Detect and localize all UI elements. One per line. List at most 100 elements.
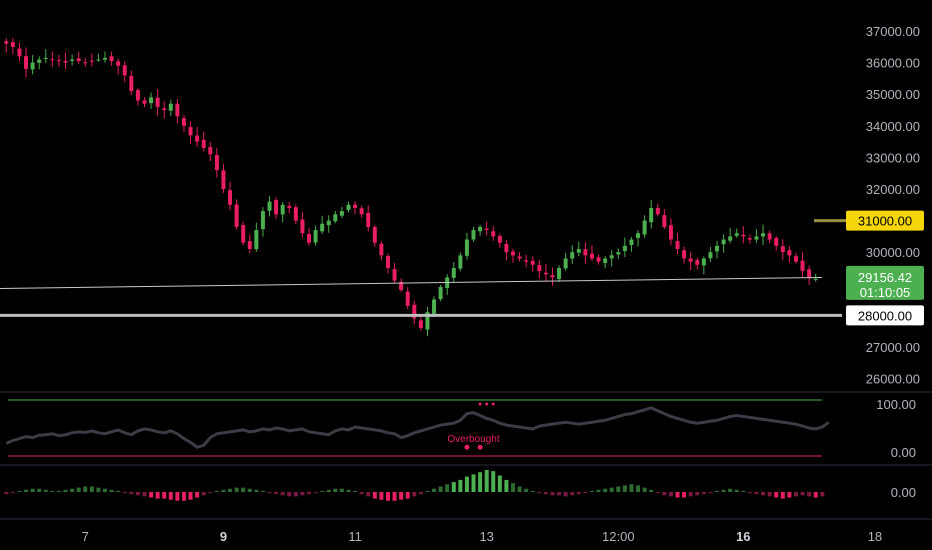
candle-body [10,42,15,47]
candle-body [747,238,752,240]
hist-bar [570,492,575,496]
histogram-pane[interactable] [0,470,932,520]
candle-body [458,255,463,269]
time-tick-label: 7 [82,529,89,544]
hist-bar [642,487,647,492]
candle-body [550,275,555,278]
candle-body [234,204,239,227]
overbought-dot [464,444,470,450]
hist-bar [412,492,417,497]
hist-bar [4,492,9,495]
candle-body [149,97,154,104]
hist-bar [636,485,641,492]
candle-body [37,59,42,63]
candle-body [642,220,647,235]
hist-bar [346,489,351,492]
hist-bar [524,488,529,492]
hist-bar [576,492,581,495]
candle-body [366,212,371,227]
hist-bar [609,487,614,492]
hist-bar [715,490,719,492]
hist-bar [30,488,35,492]
time-tick-label: 16 [736,529,750,544]
candle-body [50,59,55,61]
hist-bar [260,490,265,492]
hist-bar [287,492,292,497]
price-tick-label: 26000.00 [866,372,920,387]
hist-bar [116,490,121,492]
price-tick-label: 30000.00 [866,245,920,260]
hist-bar [767,492,772,497]
hist-bar [774,492,779,498]
candle-body [313,230,318,243]
hist-bar [813,492,818,498]
candle-body [622,245,627,252]
main-price-pane[interactable] [0,37,932,393]
hist-bar [76,487,81,492]
hist-bar [320,490,325,492]
candle-body [188,127,193,136]
price-tick-label: 34000.00 [866,119,920,134]
hist-bar [695,492,700,496]
candle-body [399,281,404,291]
hist-bar [43,489,48,492]
hist-bar [24,489,29,492]
candle-body [109,56,114,62]
candle-body [24,56,29,69]
hist-bar [307,492,311,495]
candle-body [195,135,200,142]
overbought-dot [478,402,482,406]
hist-bar [326,489,331,492]
candle-body [326,220,331,226]
hist-bar [445,484,450,492]
hist-bar [557,492,562,496]
hist-bar [333,488,338,492]
candle-body [511,251,515,256]
candle-body [333,214,338,222]
candle-body [491,231,496,237]
osc-tick-label: 100.00 [876,397,916,412]
candle-body [260,211,265,230]
candle-body [636,233,641,238]
candle-body [524,260,529,262]
hist-bar [425,490,430,492]
hist-bar [366,492,371,497]
candle-body [287,205,292,208]
candle-body [175,103,180,117]
hist-bar [162,492,167,499]
candle-body [537,265,542,272]
candle-body [254,230,259,250]
hist-bar [622,485,627,492]
hist-bar [675,492,680,498]
candle-body [76,58,81,62]
hist-bar [372,492,377,499]
candle-body [616,252,621,255]
candle-body [471,230,476,240]
oscillator-pane[interactable]: Overbought [0,399,932,466]
candle-body [96,59,101,61]
hist-bar [70,488,75,492]
candle-body [89,60,94,62]
hist-bar [201,492,206,496]
hist-bar [655,492,660,494]
candle-body [497,236,502,243]
candle-body [682,250,687,259]
candle-body [162,108,167,111]
hist-bar [708,492,713,494]
hist-bar [122,492,127,494]
candle-body [787,250,792,256]
time-axis: 7 9 11 13 12:00 16 18 [82,529,883,544]
hist-tick-label: 0.00 [891,485,916,500]
hist-bar [221,489,226,492]
hist-bar [188,492,193,500]
hist-bar [649,489,654,492]
hist-bar [807,492,812,497]
candle-body [208,147,213,155]
hist-bar [629,484,634,492]
hist-bar [241,487,246,492]
level-28000-tag: 28000.00 [858,308,912,323]
candle-body [504,244,509,253]
candle-body [274,199,279,215]
hist-bar [517,486,522,492]
